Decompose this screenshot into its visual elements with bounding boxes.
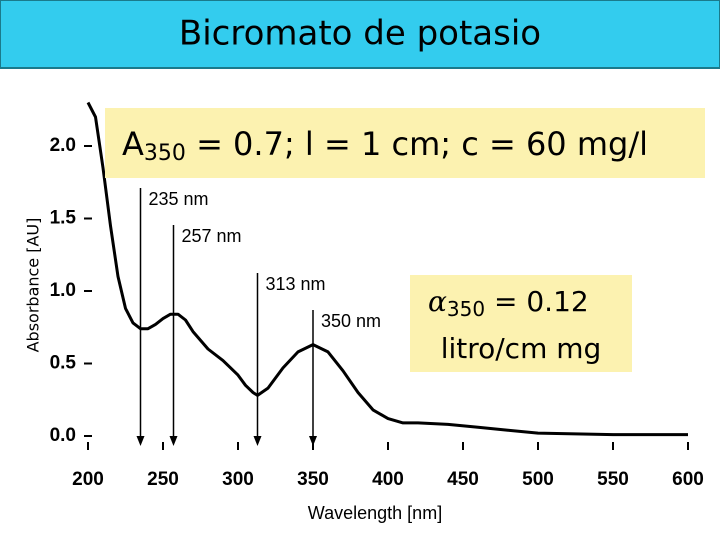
peak-label: 350 nm <box>321 311 381 331</box>
x-axis-label: Wavelength [nm] <box>308 503 442 523</box>
alpha-box <box>410 275 632 372</box>
formula-symbol: A <box>122 125 144 163</box>
x-tick-label: 600 <box>672 469 704 490</box>
y-axis-label: Absorbance [AU] <box>24 218 43 353</box>
x-tick-label: 450 <box>447 469 479 490</box>
peak-arrowhead <box>309 436 317 446</box>
x-tick-label: 300 <box>222 469 254 490</box>
title-band <box>0 0 720 69</box>
x-tick-label: 250 <box>147 469 179 490</box>
x-tick-label: 500 <box>522 469 554 490</box>
alpha-text: α350 = 0.12 <box>428 285 589 321</box>
x-tick-label: 550 <box>597 469 629 490</box>
y-tick-label: 1.5 <box>50 208 77 229</box>
x-tick-label: 350 <box>297 469 329 490</box>
alpha-subscript: 350 <box>447 297 485 321</box>
peak-label: 257 nm <box>182 226 242 246</box>
formula-box <box>105 108 705 178</box>
spectrum-line <box>86 101 688 437</box>
peak-label: 235 nm <box>149 189 209 209</box>
y-tick-label: 0.5 <box>50 353 77 374</box>
y-tick-label: 0.0 <box>50 425 76 446</box>
y-tick-label: 2.0 <box>50 135 76 156</box>
alpha-symbol: α <box>428 285 447 318</box>
formula-subscript: 350 <box>144 141 186 166</box>
alpha-rest: = 0.12 <box>485 285 589 318</box>
x-tick-label: 400 <box>372 469 404 490</box>
peak-arrowhead <box>136 436 145 446</box>
peak-arrowhead <box>169 436 178 446</box>
y-tick-label: 1.0 <box>50 280 76 301</box>
peak-arrowhead <box>253 436 262 446</box>
formula-rest: = 0.7; l = 1 cm; c = 60 mg/l <box>186 125 648 163</box>
formula-text: A350 = 0.7; l = 1 cm; c = 60 mg/l <box>122 125 648 166</box>
alpha-units: litro/cm mg <box>441 332 602 365</box>
x-tick-label: 200 <box>72 469 104 490</box>
plot: 0.0 0.5 1.0 1.5 2.0 200 250 300 350 400 450 500 550 6… <box>50 101 704 490</box>
chart-title: Bicromato de potasio <box>179 14 541 54</box>
peak-label: 313 nm <box>266 274 326 294</box>
